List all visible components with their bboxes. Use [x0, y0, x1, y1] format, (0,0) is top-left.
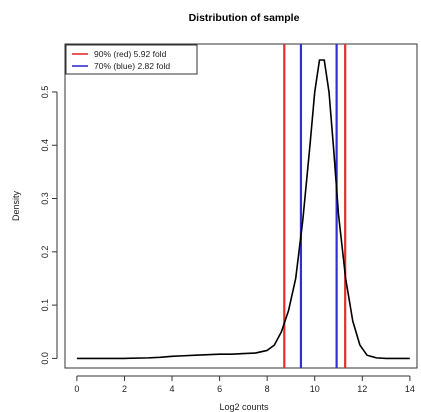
x-tick-label: 8 — [265, 384, 270, 394]
density-curve — [76, 59, 410, 360]
y-axis: 0.0 0.1 0.2 0.3 0.4 0.5 — [40, 86, 58, 365]
y-tick-label: 0.0 — [40, 352, 50, 365]
chart-title: Distribution of sample — [189, 12, 300, 24]
density-curves — [76, 59, 410, 360]
y-axis-label: Density — [11, 190, 21, 221]
legend-box — [65, 44, 198, 75]
y-tick-label: 0.4 — [40, 139, 50, 152]
x-tick-label: 2 — [122, 384, 127, 394]
legend: 90% (red) 5.92 fold 70% (blue) 2.82 fold — [65, 44, 198, 75]
plot-frame — [64, 43, 418, 369]
y-tick-label: 0.5 — [40, 86, 50, 99]
y-tick-label: 0.1 — [40, 299, 50, 312]
x-tick-label: 4 — [170, 384, 175, 394]
x-tick-label: 12 — [357, 384, 367, 394]
x-tick-label: 0 — [74, 384, 79, 394]
x-axis-label: Log2 counts — [219, 402, 269, 412]
y-tick-label: 0.3 — [40, 192, 50, 205]
legend-label: 70% (blue) 2.82 fold — [94, 61, 170, 71]
quantile-lines — [283, 44, 347, 368]
x-axis: 0 2 4 6 8 10 12 14 — [74, 375, 415, 394]
y-tick-label: 0.2 — [40, 246, 50, 259]
x-tick-label: 10 — [310, 384, 320, 394]
x-tick-label: 14 — [405, 384, 415, 394]
legend-label: 90% (red) 5.92 fold — [94, 49, 167, 59]
x-tick-label: 6 — [217, 384, 222, 394]
